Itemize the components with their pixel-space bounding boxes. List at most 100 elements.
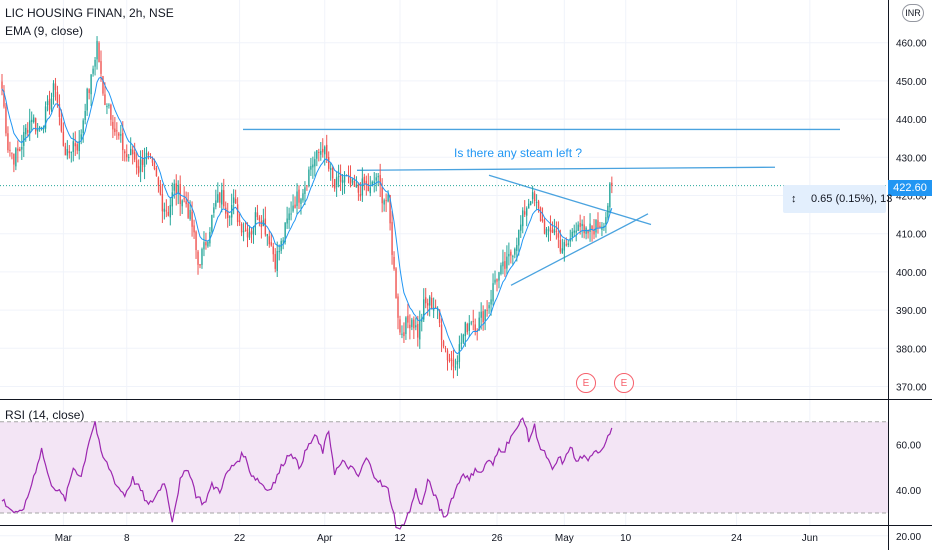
candle-body <box>526 208 528 216</box>
candle <box>561 238 564 254</box>
resistance-line-lower <box>356 166 776 171</box>
candle-body <box>399 319 401 333</box>
candle <box>175 174 177 206</box>
candle-body <box>599 225 601 228</box>
candle-body <box>21 146 23 150</box>
candles[interactable] <box>1 36 613 379</box>
candle-body <box>161 194 164 212</box>
candle <box>482 305 484 331</box>
candle-body <box>3 90 5 107</box>
candle <box>274 248 276 273</box>
candle <box>292 194 294 213</box>
candle-body <box>589 223 591 232</box>
candle-body <box>365 180 368 184</box>
candle-body <box>203 242 205 250</box>
candle-body <box>195 231 197 251</box>
candle <box>397 293 399 330</box>
candle-body <box>282 240 284 242</box>
candle-body <box>29 120 31 134</box>
candle <box>347 165 350 184</box>
candle-body <box>593 230 595 235</box>
trend-drawings[interactable] <box>0 128 888 286</box>
candle <box>195 230 197 259</box>
candle-body <box>557 233 560 238</box>
candle <box>17 140 19 163</box>
candle <box>409 314 411 340</box>
candle <box>135 151 138 175</box>
candle <box>601 222 603 237</box>
candle <box>585 226 587 240</box>
candle-body <box>211 214 213 232</box>
candle-body <box>268 236 270 245</box>
candle-body <box>130 148 132 156</box>
price-tick-label: 430.00 <box>896 153 927 164</box>
candle <box>310 157 312 177</box>
currency-button[interactable]: INR <box>902 4 924 22</box>
candle-body <box>72 141 74 153</box>
candle-body <box>68 151 71 154</box>
candle <box>100 50 102 82</box>
candle <box>106 103 108 115</box>
candle-body <box>339 174 342 182</box>
candle-body <box>294 204 296 208</box>
candle <box>34 117 37 135</box>
candle-body <box>102 76 104 94</box>
candle <box>579 214 581 235</box>
candle <box>278 244 280 261</box>
candle <box>252 225 255 244</box>
candle <box>411 317 413 331</box>
candle-body <box>442 341 445 347</box>
ema-legend: EMA (9, close) <box>5 24 84 38</box>
earnings-marker[interactable]: E <box>614 373 634 393</box>
earnings-marker[interactable]: E <box>576 373 596 393</box>
candle <box>114 116 116 136</box>
candle <box>227 202 229 228</box>
candle <box>484 309 486 331</box>
candle <box>462 333 465 344</box>
candle <box>551 221 554 234</box>
candle <box>70 151 72 163</box>
candle-body <box>549 227 552 232</box>
price-tick-label: 460.00 <box>896 39 927 50</box>
candle <box>29 108 31 141</box>
candle-body <box>411 319 413 328</box>
candle-body <box>155 168 158 176</box>
candle <box>444 345 447 353</box>
time-tick-label: Mar <box>55 533 73 544</box>
candle <box>11 152 13 160</box>
candle-body <box>108 104 110 106</box>
candle <box>276 241 278 277</box>
annotation-text[interactable]: Is there any steam left ? <box>454 146 583 160</box>
candle-body <box>518 229 520 246</box>
candle <box>425 287 427 309</box>
candle <box>609 182 611 214</box>
candle-body <box>248 232 251 238</box>
candle-body <box>478 317 480 330</box>
candle-body <box>145 152 148 160</box>
candle <box>314 151 316 177</box>
candle-body <box>444 348 447 350</box>
candle-body <box>139 159 142 172</box>
candle <box>341 174 344 195</box>
candle <box>510 249 512 264</box>
candle-body <box>377 176 379 178</box>
candle-body <box>575 230 577 233</box>
candle <box>555 221 558 240</box>
candle-body <box>80 134 82 140</box>
candle <box>84 103 86 125</box>
candle <box>131 145 134 165</box>
candle-body <box>199 264 201 266</box>
candle <box>62 122 65 147</box>
symbol-title: LIC HOUSING FINAN, 2h, NSE <box>5 6 174 20</box>
candle-body <box>64 146 67 156</box>
candle-body <box>236 204 239 222</box>
measure-tooltip: ↕ 0.65 (0.15%), 13 <box>783 185 892 213</box>
ema-line <box>1 76 613 355</box>
candle <box>393 251 395 271</box>
candle-body <box>159 186 162 195</box>
candle-body <box>153 162 156 169</box>
rsi-band-fill <box>0 421 888 513</box>
candle-body <box>486 309 488 311</box>
